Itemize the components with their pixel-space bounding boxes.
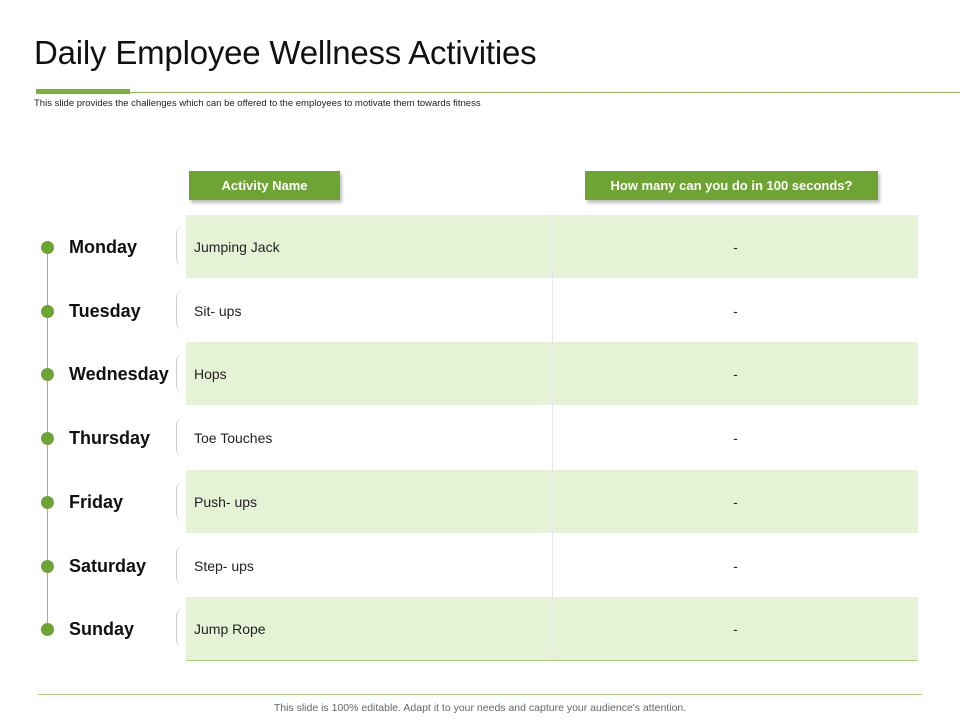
- page-title: Daily Employee Wellness Activities: [34, 34, 537, 71]
- timeline-dot: [41, 305, 54, 318]
- activity-text: Jump Rope: [194, 621, 266, 637]
- activity-cell: Step- ups: [186, 534, 552, 597]
- count-cell: -: [553, 597, 918, 660]
- day-label: Monday: [69, 237, 138, 257]
- count-cell: -: [553, 534, 918, 597]
- activity-cell: Push- ups: [186, 470, 552, 533]
- day-label: Saturday: [69, 556, 147, 576]
- table-row: Tuesday Sit- ups -: [0, 279, 960, 343]
- timeline-dot: [41, 496, 54, 509]
- count-text: -: [733, 430, 738, 446]
- table-bottom-border: [186, 660, 918, 661]
- activity-cell: Jumping Jack: [186, 215, 552, 278]
- activity-text: Push- ups: [194, 494, 258, 510]
- day-label: Friday: [69, 492, 124, 512]
- column-separator: [552, 215, 553, 661]
- brace-divider: [176, 545, 185, 585]
- activity-cell: Hops: [186, 342, 552, 405]
- count-cell: -: [553, 342, 918, 405]
- footer-note: This slide is 100% editable. Adapt it to…: [273, 702, 687, 714]
- timeline-dot: [41, 368, 54, 381]
- day-label: Thursday: [69, 428, 151, 448]
- table-row: Friday Push- ups -: [0, 470, 960, 534]
- table-row: Saturday Step- ups -: [0, 534, 960, 598]
- count-cell: -: [553, 279, 918, 342]
- count-cell: -: [553, 406, 918, 469]
- brace-divider: [176, 481, 185, 521]
- day-label: Tuesday: [69, 301, 141, 321]
- count-text: -: [733, 366, 738, 382]
- count-text: -: [733, 303, 738, 319]
- day-label: Sunday: [69, 619, 135, 639]
- count-header: How many can you do in 100 seconds?: [585, 171, 878, 200]
- brace-divider: [176, 226, 185, 266]
- activity-cell: Toe Touches: [186, 406, 552, 469]
- page-subtitle: This slide provides the challenges which…: [34, 98, 481, 109]
- table-row: Thursday Toe Touches -: [0, 406, 960, 470]
- count-text: -: [733, 558, 738, 574]
- brace-divider: [176, 608, 185, 648]
- count-cell: -: [553, 215, 918, 278]
- timeline-dot: [41, 623, 54, 636]
- timeline-dot: [41, 241, 54, 254]
- day-label: Wednesday: [69, 364, 169, 384]
- count-text: -: [733, 494, 738, 510]
- table-row: Wednesday Hops -: [0, 342, 960, 406]
- activity-text: Toe Touches: [194, 430, 273, 446]
- activity-text: Hops: [194, 366, 227, 382]
- count-text: -: [733, 239, 738, 255]
- activity-text: Sit- ups: [194, 303, 242, 319]
- title-accent-bar: [36, 89, 130, 94]
- activity-name-header: Activity Name: [189, 171, 340, 200]
- count-text: -: [733, 621, 738, 637]
- table-row: Sunday Jump Rope -: [0, 597, 960, 661]
- table-row: Monday Jumping Jack -: [0, 215, 960, 279]
- title-divider: [130, 92, 960, 93]
- timeline-dot: [41, 560, 54, 573]
- brace-divider: [176, 290, 185, 330]
- activity-text: Jumping Jack: [194, 239, 280, 255]
- timeline-dot: [41, 432, 54, 445]
- activity-text: Step- ups: [194, 558, 254, 574]
- activity-cell: Sit- ups: [186, 279, 552, 342]
- count-cell: -: [553, 470, 918, 533]
- brace-divider: [176, 417, 185, 457]
- activity-cell: Jump Rope: [186, 597, 552, 660]
- footer-divider: [38, 694, 922, 695]
- brace-divider: [176, 353, 185, 393]
